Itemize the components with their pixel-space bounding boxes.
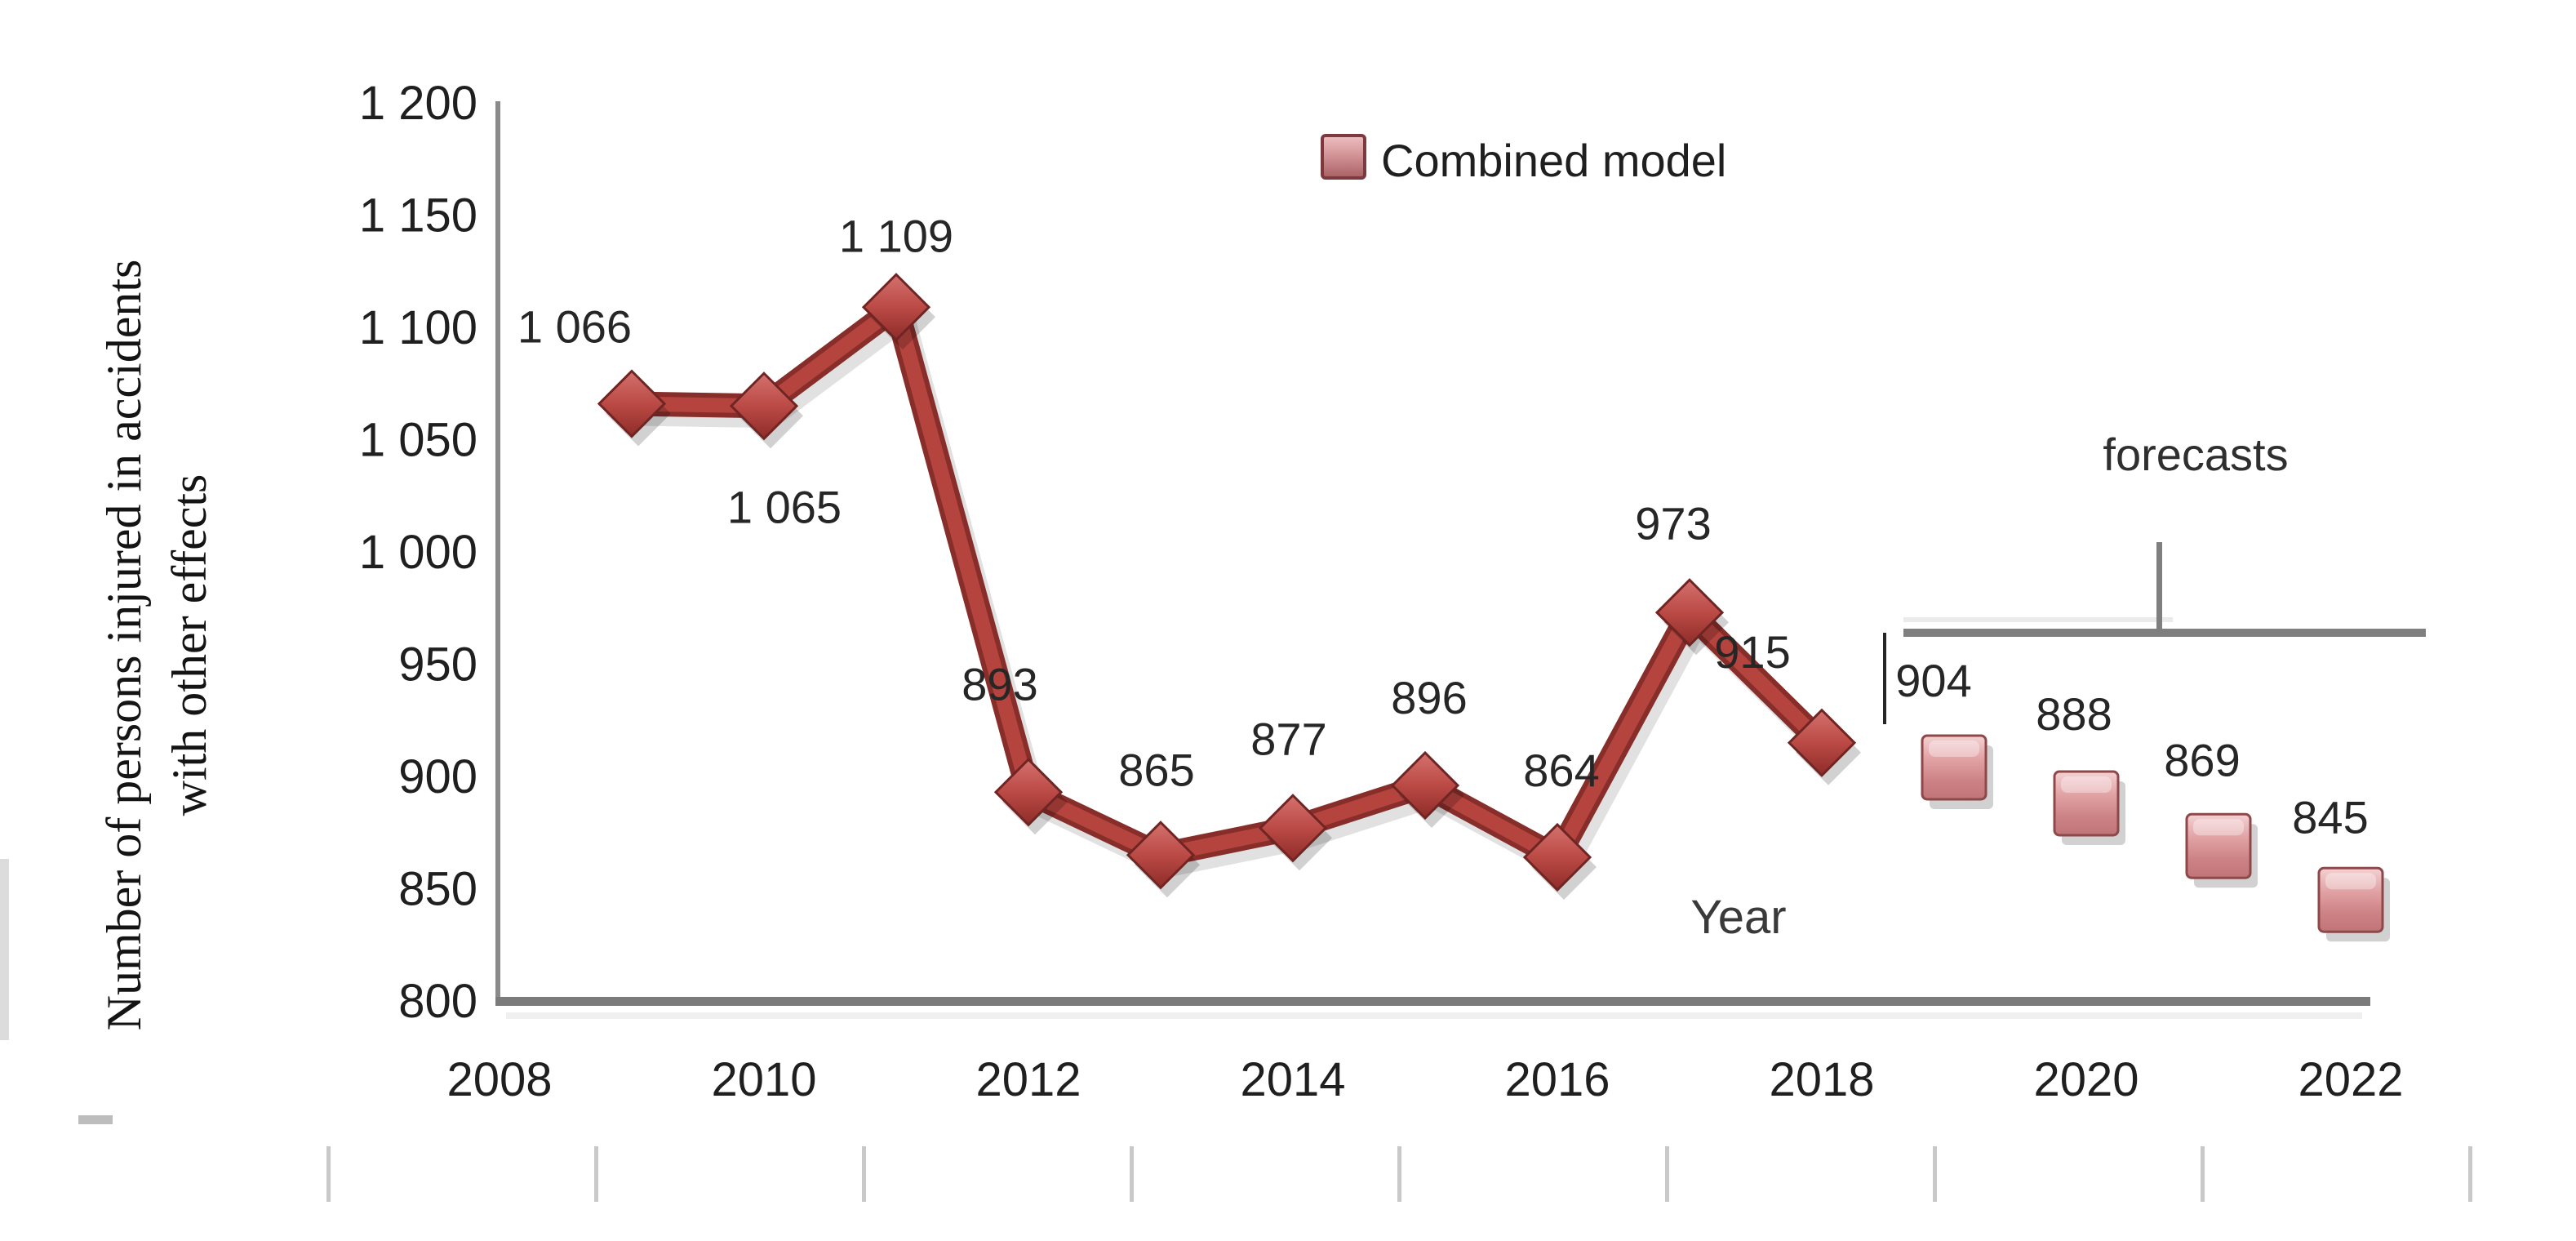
partial-axis-tick [326, 1146, 331, 1202]
x-tick-label: 2008 [446, 1053, 552, 1106]
data-label: 1 065 [727, 481, 842, 532]
data-point-diamond [729, 371, 799, 441]
x-tick-label: 2022 [2298, 1053, 2403, 1106]
forecast-point-gloss [1929, 741, 1979, 757]
forecast-point-gloss [2193, 819, 2244, 836]
y-tick-label: 1 150 [359, 189, 477, 242]
y-tick-label: 900 [398, 750, 477, 803]
forecast-point-square [2317, 866, 2384, 933]
forecast-point-square [2053, 770, 2120, 837]
data-label: 915 [1714, 626, 1790, 678]
x-tick-label: 2010 [711, 1053, 816, 1106]
y-tick-label: 1 200 [359, 77, 477, 130]
partial-axis-tick [594, 1146, 598, 1202]
cropped-edge-fragment [0, 859, 9, 1040]
cropped-edge-fragment [78, 1115, 113, 1124]
partial-axis-tick [2468, 1146, 2472, 1202]
data-point-diamond [1654, 578, 1725, 647]
x-axis-line [495, 997, 2370, 1006]
partial-axis-tick [1665, 1146, 1669, 1202]
x-tick-label: 2020 [2033, 1053, 2139, 1106]
data-label: 869 [2164, 734, 2240, 785]
x-tick-label: 2016 [1504, 1053, 1610, 1106]
partial-axis-tick [1130, 1146, 1134, 1202]
data-label: 896 [1391, 672, 1467, 723]
data-point-diamond [597, 369, 667, 438]
x-axis-title: Year [1690, 891, 1786, 944]
series-line-shadow [628, 306, 1841, 879]
data-point-diamond [1258, 794, 1328, 863]
y-tick-label: 1 050 [359, 414, 477, 467]
forecast-point-gloss [2061, 776, 2112, 793]
y-tick-label: 1 100 [359, 301, 477, 354]
forecast-bracket-line [1903, 629, 2426, 637]
forecast-bracket-left-tick [1883, 633, 1886, 724]
data-label: 864 [1523, 745, 1599, 796]
data-label: 888 [2036, 688, 2112, 740]
data-label: 904 [1895, 655, 1971, 706]
data-point-diamond [1390, 750, 1460, 821]
x-tick-label: 2014 [1240, 1053, 1345, 1106]
data-label: 1 066 [517, 301, 632, 353]
data-label: 1 109 [839, 210, 953, 261]
y-axis-title: Number of persons injured in accidents w… [97, 260, 216, 1031]
data-point-diamond [993, 758, 1064, 827]
x-tick-label: 2012 [975, 1053, 1081, 1106]
plot-area: 1 200 1 150 1 100 1 050 1 000 950 900 850 800 200… [0, 77, 2472, 1202]
forecast-bracket-mid-tick [2156, 542, 2162, 634]
partial-axis-tick [862, 1146, 866, 1202]
forecast-point-square [1921, 734, 1988, 801]
forecasts-annotation-label: forecasts [2103, 429, 2288, 480]
x-axis-shadow [506, 1012, 2362, 1019]
y-tick-label: 800 [398, 975, 477, 1028]
forecast-point-square [2185, 812, 2252, 879]
partial-axis-tick [1933, 1146, 1937, 1202]
forecast-bracket-highlight [1903, 617, 2173, 622]
x-tick-label: 2018 [1769, 1053, 1874, 1106]
y-axis-title-line1: Number of persons injured in accidents [97, 260, 151, 1031]
y-tick-label: 950 [398, 638, 477, 692]
y-axis-title-line2: with other effects [162, 474, 216, 816]
y-axis-line [495, 101, 500, 1004]
data-label: 865 [1118, 744, 1194, 795]
series-line [624, 300, 1829, 865]
data-point-diamond [1522, 822, 1592, 892]
y-tick-label: 850 [398, 863, 477, 916]
data-point-diamond [1787, 708, 1857, 777]
legend-marker-icon [1321, 134, 1366, 180]
partial-axis-tick [1397, 1146, 1401, 1202]
data-label: 877 [1250, 713, 1326, 764]
y-tick-label: 1 000 [359, 526, 477, 579]
legend-label: Combined model [1381, 135, 1726, 186]
data-label: 973 [1635, 497, 1711, 549]
data-point-diamond [1126, 821, 1196, 890]
partial-axis-tick [2201, 1146, 2205, 1202]
legend: Combined model [1321, 134, 1726, 186]
data-point-diamond [861, 273, 931, 342]
forecast-point-gloss [2325, 873, 2376, 890]
data-label: 893 [962, 658, 1037, 709]
data-label: 845 [2292, 791, 2368, 843]
